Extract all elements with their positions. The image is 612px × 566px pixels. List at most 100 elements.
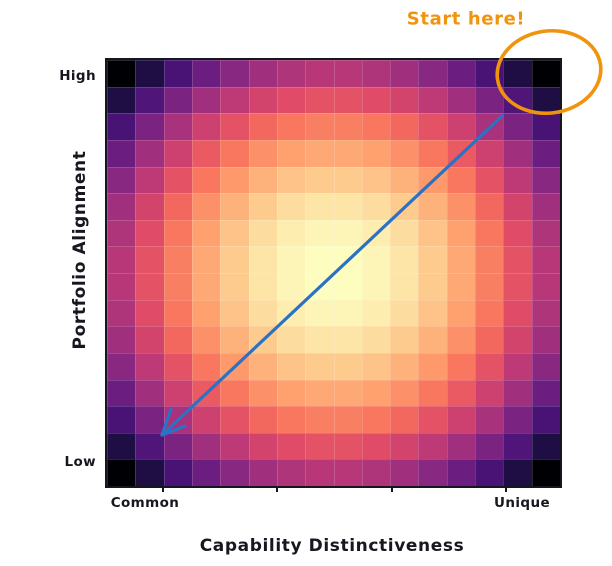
- heatmap-cell: [390, 406, 419, 433]
- heatmap-cell: [361, 86, 391, 114]
- heatmap-cell: [276, 432, 306, 460]
- heatmap-cell: [163, 246, 192, 273]
- heatmap-cell: [361, 432, 391, 460]
- heatmap-cell: [361, 219, 391, 247]
- heatmap-cell: [107, 139, 136, 167]
- heatmap-cell: [531, 432, 560, 460]
- heatmap-cell: [418, 219, 447, 247]
- heatmap-cell: [503, 406, 532, 433]
- heatmap-cell: [135, 86, 164, 114]
- heatmap-cell: [475, 113, 504, 140]
- heatmap-cell: [163, 193, 192, 220]
- heatmap-cell: [503, 166, 532, 194]
- heatmap-cell: [446, 246, 476, 273]
- heatmap-cell: [361, 166, 391, 194]
- y-axis-label: Portfolio Alignment: [70, 150, 90, 350]
- heatmap-cell: [390, 166, 419, 194]
- heatmap-cell: [163, 219, 192, 247]
- heatmap-cell: [446, 86, 476, 114]
- heatmap-cell: [135, 432, 164, 460]
- heatmap-cell: [333, 459, 362, 486]
- heatmap-cell: [135, 352, 164, 380]
- heatmap-cell: [191, 299, 221, 327]
- heatmap-cell: [305, 432, 334, 460]
- heatmap-cell: [503, 219, 532, 247]
- heatmap-cell: [305, 352, 334, 380]
- heatmap-cell: [107, 326, 136, 353]
- heatmap-cell: [418, 166, 447, 194]
- heatmap-cell: [276, 459, 306, 486]
- heatmap-cell: [446, 326, 476, 353]
- heatmap-cell: [191, 406, 221, 433]
- heatmap-cell: [503, 352, 532, 380]
- heatmap-cell: [361, 299, 391, 327]
- heatmap-cell: [390, 246, 419, 273]
- start-here-annotation: Start here!: [406, 8, 526, 30]
- heatmap-cell: [390, 273, 419, 300]
- heatmap-cell: [418, 60, 447, 87]
- heatmap-cell: [276, 246, 306, 273]
- heatmap-cell: [531, 352, 560, 380]
- heatmap-cell: [531, 166, 560, 194]
- heatmap-cell: [333, 193, 362, 220]
- heatmap-cell: [418, 406, 447, 433]
- x-tick-label-unique: Unique: [493, 495, 551, 511]
- heatmap-cell: [191, 273, 221, 300]
- heatmap-cell: [248, 166, 277, 194]
- heatmap-cell: [333, 352, 362, 380]
- heatmap-cell: [361, 60, 391, 87]
- heatmap-cell: [475, 60, 504, 87]
- heatmap-cell: [361, 273, 391, 300]
- heatmap-cell: [220, 326, 249, 353]
- heatmap-cell: [475, 193, 504, 220]
- heatmap-cell: [107, 86, 136, 114]
- heatmap-cell: [220, 459, 249, 486]
- heatmap-cell: [390, 139, 419, 167]
- heatmap-cell: [276, 379, 306, 407]
- heatmap-cell: [475, 273, 504, 300]
- heatmap-cell: [107, 352, 136, 380]
- heatmap-cell: [248, 352, 277, 380]
- heatmap-cell: [163, 86, 192, 114]
- heatmap-cell: [220, 406, 249, 433]
- heatmap-cell: [248, 379, 277, 407]
- heatmap-cell: [333, 326, 362, 353]
- heatmap-cell: [220, 219, 249, 247]
- heatmap-cell: [163, 166, 192, 194]
- heatmap-cell: [446, 379, 476, 407]
- heatmap-cell: [276, 86, 306, 114]
- heatmap-cell: [276, 273, 306, 300]
- heatmap-cell: [418, 352, 447, 380]
- heatmap-cell: [220, 60, 249, 87]
- heatmap-cell: [333, 379, 362, 407]
- heatmap-cell: [163, 139, 192, 167]
- heatmap-cell: [191, 246, 221, 273]
- heatmap-cell: [276, 299, 306, 327]
- heatmap-cell: [107, 113, 136, 140]
- heatmap-cell: [248, 406, 277, 433]
- heatmap-cell: [163, 113, 192, 140]
- heatmap-cell: [248, 299, 277, 327]
- heatmap-cell: [531, 139, 560, 167]
- heatmap-cell: [276, 113, 306, 140]
- heatmap-cell: [276, 193, 306, 220]
- heatmap-cell: [531, 379, 560, 407]
- heatmap-cell: [503, 139, 532, 167]
- heatmap-cell: [305, 379, 334, 407]
- heatmap-cell: [220, 379, 249, 407]
- heatmap-cell: [503, 113, 532, 140]
- heatmap-cell: [361, 113, 391, 140]
- heatmap-cell: [475, 166, 504, 194]
- heatmap-cell: [475, 379, 504, 407]
- heatmap-cell: [531, 86, 560, 114]
- heatmap-cell: [135, 166, 164, 194]
- heatmap-cell: [418, 113, 447, 140]
- heatmap-plot-area: [105, 58, 562, 488]
- heatmap-cell: [446, 193, 476, 220]
- heatmap-cell: [418, 459, 447, 486]
- heatmap-cell: [333, 113, 362, 140]
- heatmap-cell: [446, 299, 476, 327]
- heatmap-cell: [191, 193, 221, 220]
- heatmap-cell: [135, 299, 164, 327]
